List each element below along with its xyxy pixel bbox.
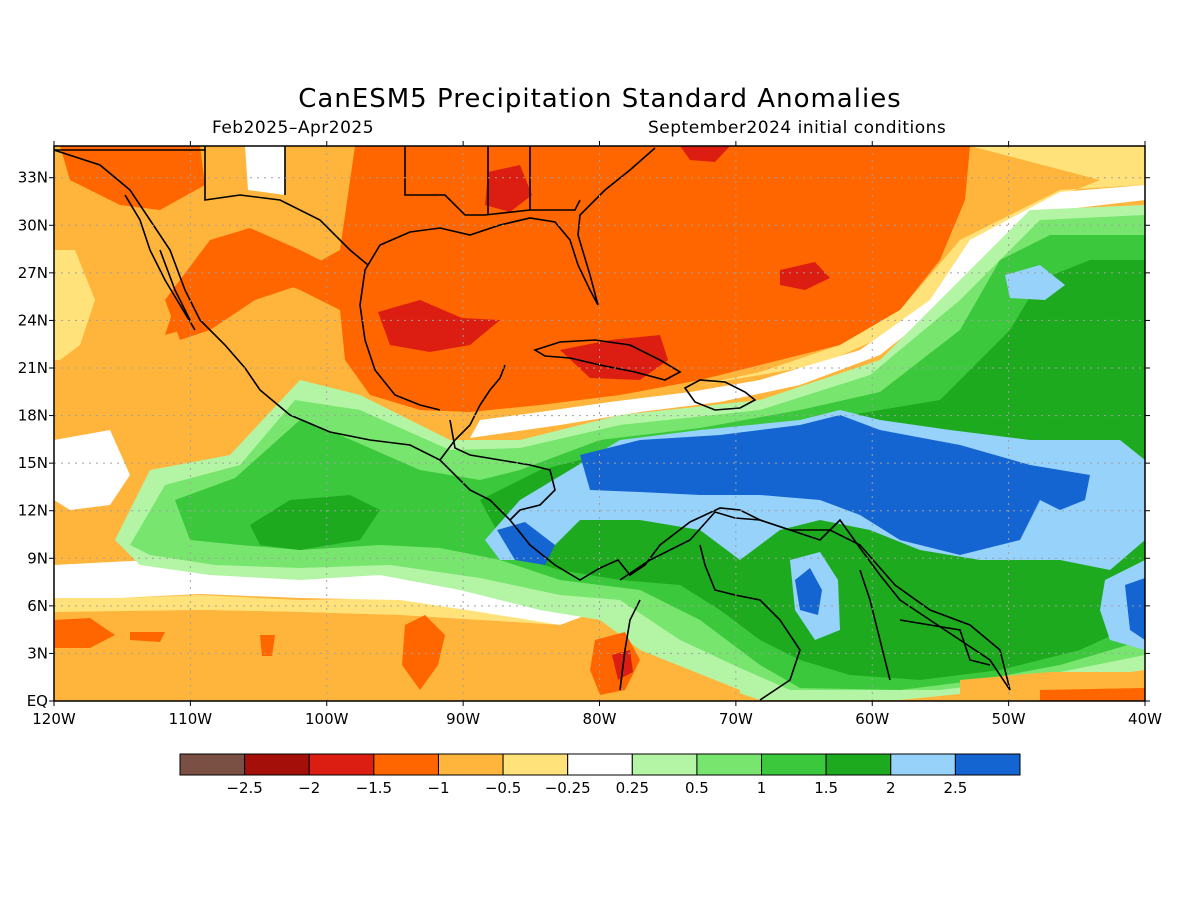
- coastlines: [54, 146, 1011, 701]
- anomaly-core-red-cuba: [560, 335, 668, 380]
- lat-label: 15N: [18, 454, 48, 472]
- colorbar-label: −2.5: [226, 779, 262, 797]
- colorbar-labels: −2.5 −2 −1.5 −1 −0.5 −0.25 0.25 0.5 1 1.5 2 2.5: [226, 779, 967, 797]
- lat-label: 30N: [18, 216, 48, 234]
- latitude-labels: 33N 30N 27N 24N 21N 18N 15N 12N 9N 6N 3N EQ: [18, 169, 48, 710]
- lat-label: 6N: [27, 597, 48, 615]
- border-us-mexico: [54, 146, 581, 266]
- lat-label: 3N: [27, 644, 48, 662]
- anomaly-core-blue-east: [1125, 578, 1145, 640]
- colorbar: [179, 753, 1021, 776]
- lat-label: 24N: [18, 311, 48, 329]
- anomaly-field: [54, 146, 1145, 701]
- anomaly-band-yellow-east: [700, 146, 1145, 385]
- colorbar-swatch: [502, 753, 569, 776]
- coastline-south-america: [619, 511, 1011, 691]
- lon-label: 60W: [855, 710, 889, 728]
- anomaly-core-red-atlantic: [780, 262, 830, 290]
- lon-label: 50W: [992, 710, 1026, 728]
- lat-label: 21N: [18, 359, 48, 377]
- border-south-america: [699, 544, 991, 701]
- colorbar-swatch: [631, 753, 698, 776]
- anomaly-core-orange-2: [402, 615, 445, 690]
- anomaly-core-orange-4: [130, 632, 165, 642]
- colorbar-swatch: [244, 753, 310, 776]
- axis-ticks: [49, 141, 1150, 706]
- lat-label: 9N: [27, 549, 48, 567]
- colorbar-swatch: [761, 753, 827, 776]
- colorbar-label: 1.5: [814, 779, 838, 797]
- lon-label: 90W: [446, 710, 480, 728]
- coastline-north-america: [54, 149, 1011, 691]
- colorbar-swatch: [308, 753, 375, 776]
- colorbar-label: 2: [886, 779, 896, 797]
- anomaly-core-orange-5: [260, 635, 275, 656]
- lon-label: 120W: [32, 710, 76, 728]
- longitude-labels: 120W 110W 100W 90W 80W 70W 60W 50W 40W: [32, 710, 1162, 728]
- anomaly-core-orange-se: [1040, 688, 1145, 701]
- anomaly-core-blue-venezuela: [795, 568, 822, 615]
- coastline-hispaniola: [683, 379, 757, 411]
- colorbar-label: −0.5: [485, 779, 521, 797]
- lat-label: EQ: [27, 692, 48, 710]
- anomaly-core-red-top: [680, 146, 730, 162]
- gridlines: [54, 146, 1145, 701]
- lon-label: 70W: [719, 710, 753, 728]
- coastline-gulf: [359, 147, 656, 461]
- anomaly-neutral-white-band: [470, 185, 1145, 438]
- coastline-baja: [124, 194, 196, 331]
- colorbar-label: −2: [298, 779, 320, 797]
- lat-label: 33N: [18, 169, 48, 187]
- anomaly-region-light-blue-ne: [1005, 265, 1065, 300]
- anomaly-core-blue-caribbean: [580, 415, 1090, 555]
- colorbar-swatch: [567, 753, 633, 776]
- colorbar-swatch: [696, 753, 763, 776]
- anomaly-region-orange-eq: [54, 610, 740, 701]
- colorbar-label: −1: [427, 779, 449, 797]
- lat-label: 18N: [18, 407, 48, 425]
- colorbar-label: −0.25: [545, 779, 591, 797]
- forecast-period: Feb2025–Apr2025: [212, 118, 375, 138]
- anomaly-region-orange-mexico: [165, 228, 330, 340]
- initial-conditions: September2024 initial conditions: [648, 118, 947, 138]
- colorbar-label: 2.5: [943, 779, 967, 797]
- anomaly-neutral-white-pacific: [54, 430, 130, 510]
- anomaly-band-yellow-west: [54, 250, 95, 360]
- border-central-america: [449, 419, 556, 521]
- colorbar-label: 0.5: [685, 779, 709, 797]
- colorbar-label: −1.5: [356, 779, 392, 797]
- colorbar-swatch: [825, 753, 892, 776]
- lon-label: 110W: [169, 710, 213, 728]
- anomaly-core-red-gulf: [378, 300, 500, 352]
- lat-label: 12N: [18, 502, 48, 520]
- lat-label: 27N: [18, 264, 48, 282]
- colorbar-swatch: [890, 753, 956, 776]
- lon-label: 100W: [305, 710, 349, 728]
- lon-label: 80W: [583, 710, 617, 728]
- lon-label: 40W: [1128, 710, 1162, 728]
- coastline-cuba: [533, 339, 682, 381]
- colorbar-swatch: [437, 753, 504, 776]
- colorbar-swatch: [954, 753, 1021, 776]
- anomaly-region-dark-green: [250, 495, 380, 550]
- colorbar-label: 0.25: [616, 779, 649, 797]
- anomaly-core-orange-1: [54, 618, 115, 648]
- anomaly-core-red-alabama: [485, 165, 532, 212]
- colorbar-swatch: [179, 753, 246, 776]
- colorbar-swatch: [373, 753, 439, 776]
- colorbar-label: 1: [757, 779, 767, 797]
- map-title: CanESM5 Precipitation Standard Anomalies: [298, 84, 902, 114]
- anomaly-neutral-white-nw: [245, 146, 285, 195]
